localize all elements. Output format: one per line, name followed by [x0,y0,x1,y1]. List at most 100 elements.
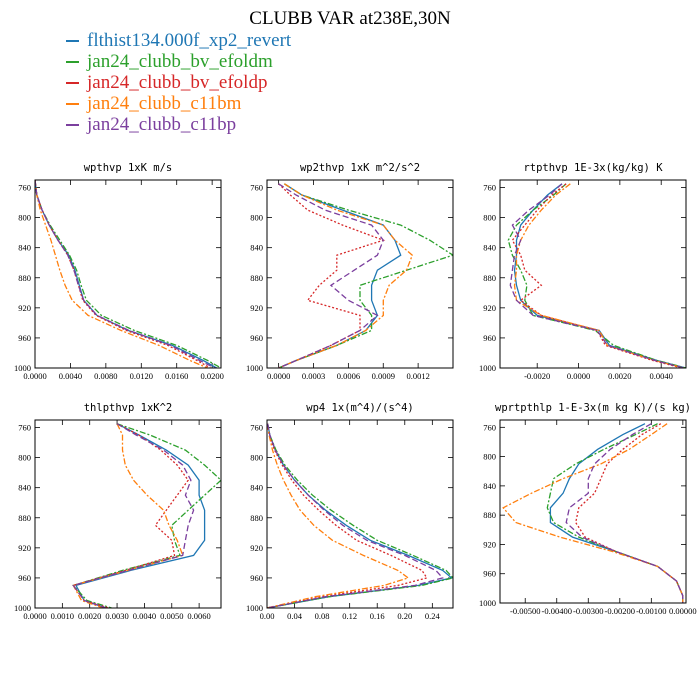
y-tick-label: 960 [18,333,31,343]
x-tick-label: -0.00300 [573,606,603,616]
y-tick-label: 840 [250,243,263,253]
x-tick-label: 0.0000 [267,371,290,381]
x-tick-label: 0.00 [260,611,275,621]
x-tick-label: -0.0020 [524,371,550,381]
y-tick-label: 840 [250,483,263,493]
panel-title: rtpthvp 1E-3x(kg/kg) K [523,162,663,174]
legend: flthist134.000f_xp2_revert jan24_clubb_b… [66,30,291,135]
x-tick-label: -0.00200 [605,606,635,616]
y-tick-label: 960 [250,573,263,583]
series-line [35,180,208,368]
legend-label: flthist134.000f_xp2_revert [87,30,292,51]
y-tick-label: 800 [483,452,496,462]
x-tick-label: 0.00000 [669,606,697,616]
series-line [267,423,410,608]
y-tick-label: 760 [18,183,31,193]
x-tick-label: 0.08 [315,611,330,621]
legend-swatch [66,81,79,84]
y-tick-label: 960 [483,569,496,579]
panel-title: wprtpthlp 1-E-3x(m kg K)/(s kg) [495,402,691,414]
plot-frame [34,419,222,609]
chart-panel: wp2thvp 1xK m^2/s^2 760 800 840 880 920 960 100… [246,162,454,381]
y-tick-label: 1000 [246,363,263,373]
x-tick-label: 0.0120 [130,371,153,381]
x-tick-label: 0.24 [425,611,441,621]
y-tick-label: 760 [18,423,31,433]
series-line [267,423,453,608]
chart-panel: rtpthvp 1E-3x(kg/kg) K 760 800 840 880 920 960… [479,162,687,381]
x-tick-label: 0.0200 [200,371,223,381]
plot-frame [499,179,687,369]
y-tick-label: 960 [250,333,263,343]
series-line [267,423,444,608]
x-tick-label: -0.00500 [510,606,540,616]
x-tick-label: 0.0020 [608,371,631,381]
series-line [75,423,206,608]
y-tick-label: 760 [483,183,496,193]
y-tick-label: 800 [18,213,31,223]
x-tick-label: 0.0000 [23,611,46,621]
y-tick-label: 880 [250,273,263,283]
series-line [509,183,685,368]
series-line [575,423,684,603]
legend-item: jan24_clubb_c11bp [66,114,291,135]
y-tick-label: 920 [483,303,496,313]
y-tick-label: 920 [483,539,496,549]
y-tick-label: 800 [250,453,263,463]
series-line [72,423,184,608]
y-tick-label: 960 [483,333,496,343]
legend-item: jan24_clubb_c11bm [66,93,291,114]
series-line [549,423,684,603]
y-tick-label: 920 [18,303,31,313]
y-tick-label: 880 [250,513,263,523]
y-tick-label: 1000 [14,363,31,373]
y-tick-label: 880 [18,513,31,523]
series-line [35,180,217,368]
y-tick-label: 840 [18,483,31,493]
legend-item: jan24_clubb_bv_efoldp [66,72,291,93]
x-tick-label: 0.12 [342,611,357,621]
x-tick-label: 0.0006 [337,371,360,381]
x-tick-label: 0.0040 [59,371,82,381]
series-line [35,180,216,368]
y-tick-label: 880 [18,273,31,283]
series-line [267,423,428,608]
panel-title: thlpthvp 1xK^2 [84,402,173,414]
y-tick-label: 1000 [479,598,496,608]
plot-frame [34,179,222,369]
x-tick-label: 0.0060 [187,611,210,621]
panel-title: wp2thvp 1xK m^2/s^2 [300,162,420,174]
legend-label: jan24_clubb_c11bm [87,93,242,114]
figure-title: CLUBB VAR at238E,30N [249,8,451,29]
x-tick-label: 0.0080 [94,371,117,381]
x-tick-label: 0.0000 [23,371,46,381]
y-tick-label: 880 [483,510,496,520]
x-tick-label: 0.0050 [160,611,183,621]
legend-swatch [66,102,79,105]
x-tick-label: 0.0020 [78,611,101,621]
x-tick-label: 0.04 [287,611,303,621]
y-tick-label: 800 [18,453,31,463]
series-line [278,183,453,368]
series-line [35,180,221,368]
series-line [278,183,414,368]
x-tick-label: 0.0040 [650,371,673,381]
legend-item: jan24_clubb_bv_efoldm [66,51,291,72]
x-tick-label: 0.0010 [51,611,74,621]
x-tick-label: 0.0040 [133,611,156,621]
x-tick-label: 0.0003 [302,371,325,381]
plot-frame [499,419,687,604]
series-line [513,183,685,368]
legend-swatch [66,123,79,126]
series-line [72,423,195,608]
legend-label: jan24_clubb_bv_efoldp [87,72,268,93]
series-line [278,183,385,368]
series-line [507,183,686,368]
y-tick-label: 840 [483,481,496,491]
legend-swatch [66,60,79,63]
y-tick-label: 1000 [14,603,31,613]
y-tick-label: 800 [483,213,496,223]
x-tick-label: -0.00100 [636,606,666,616]
legend-swatch [66,39,79,42]
